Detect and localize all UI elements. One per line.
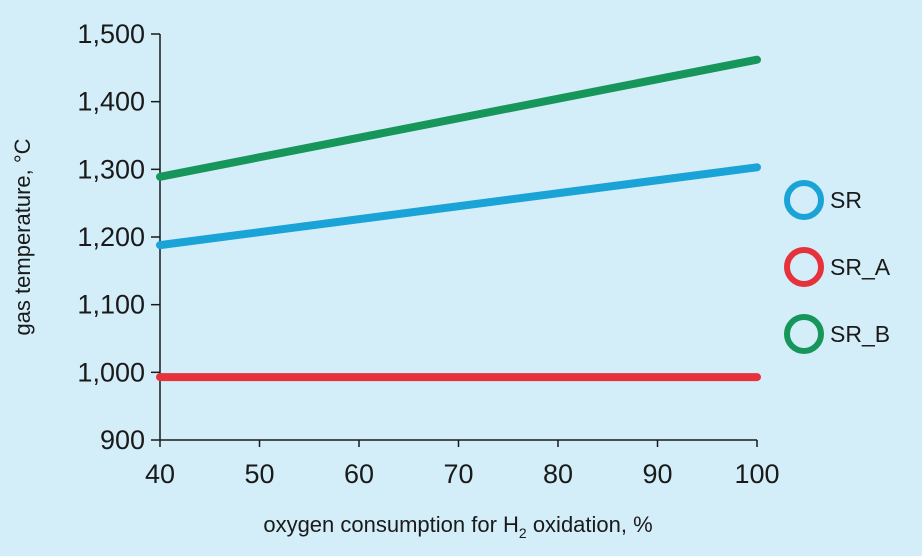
- series-lines: [156, 55, 761, 382]
- x-tick-label: 70: [443, 459, 473, 489]
- legend-marker-sr-a: [784, 247, 824, 287]
- y-tick-label: 1,200: [77, 222, 145, 252]
- x-tick-label: 90: [642, 459, 672, 489]
- y-tick-label: 1,400: [77, 87, 145, 117]
- x-tick-label: 100: [734, 459, 779, 489]
- legend-label-sr-b: SR_B: [830, 321, 890, 347]
- x-axis-label-main: oxygen consumption for H: [263, 512, 519, 537]
- y-ticks: 900 1,000 1,100 1,200 1,300 1,400 1,500: [77, 19, 160, 455]
- x-tick-label: 80: [543, 459, 573, 489]
- legend: SR SR_A SR_B: [784, 180, 891, 354]
- x-axis-label-tail: oxidation, %: [527, 512, 653, 537]
- legend-marker-sr-b: [784, 314, 824, 354]
- series-line-sr-b: [156, 55, 761, 181]
- y-tick-label: 1,000: [77, 357, 145, 387]
- x-ticks: 40 50 60 70 80 90 100: [145, 440, 780, 489]
- series-line-sr: [156, 163, 761, 250]
- x-axis-label: oxygen consumption for H2 oxidation, %: [263, 512, 652, 541]
- y-tick-label: 1,100: [77, 290, 145, 320]
- y-tick-label: 1,300: [77, 154, 145, 184]
- x-tick-label: 50: [244, 459, 274, 489]
- y-tick-label: 900: [100, 425, 145, 455]
- y-axis-label: gas temperature, °C: [10, 138, 35, 335]
- x-tick-label: 60: [344, 459, 374, 489]
- x-tick-label: 40: [145, 459, 175, 489]
- y-tick-label: 1,500: [77, 19, 145, 49]
- legend-label-sr-a: SR_A: [830, 254, 891, 280]
- legend-label-sr: SR: [830, 187, 862, 213]
- x-axis-label-subscript: 2: [519, 525, 527, 541]
- legend-marker-sr: [784, 180, 824, 220]
